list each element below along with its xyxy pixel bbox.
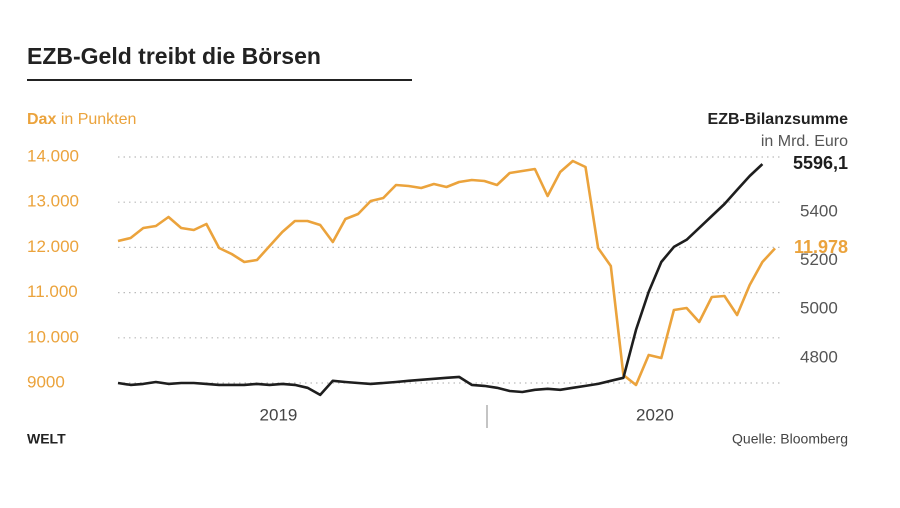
y-tick-label: 9000 [27,372,65,391]
x-tick-label: 2020 [636,405,674,424]
end-value-label: 5596,1 [793,153,848,173]
end-value-label: 11.978 [794,237,848,257]
y-tick-label: 10.000 [27,327,79,346]
y-tick-label: 12.000 [27,237,79,256]
y-axis-title-strong: Dax [27,111,56,128]
y2-tick-label: 5400 [800,201,838,220]
x-tick-label: 2019 [260,405,298,424]
y2-tick-label: 5000 [800,299,838,318]
chart-title: EZB-Geld treibt die Börsen [27,43,321,69]
y-axis-title-rest: in Punkten [61,111,137,128]
y-axis-title: Dax in Punkten [27,111,136,128]
y2-tick-label: 4800 [800,347,838,366]
y2-axis-title: EZB-Bilanzsumme [708,111,849,128]
source: Quelle: Bloomberg [732,431,848,447]
y2-axis-unit: in Mrd. Euro [761,133,848,150]
y-tick-label: 13.000 [27,192,79,211]
y-tick-label: 14.000 [27,146,79,165]
y-tick-label: 11.000 [27,282,78,301]
line-series [117,163,764,397]
line-series [117,159,776,387]
brand: WELT [27,431,66,447]
y2-tick-label: 5200 [800,250,838,269]
